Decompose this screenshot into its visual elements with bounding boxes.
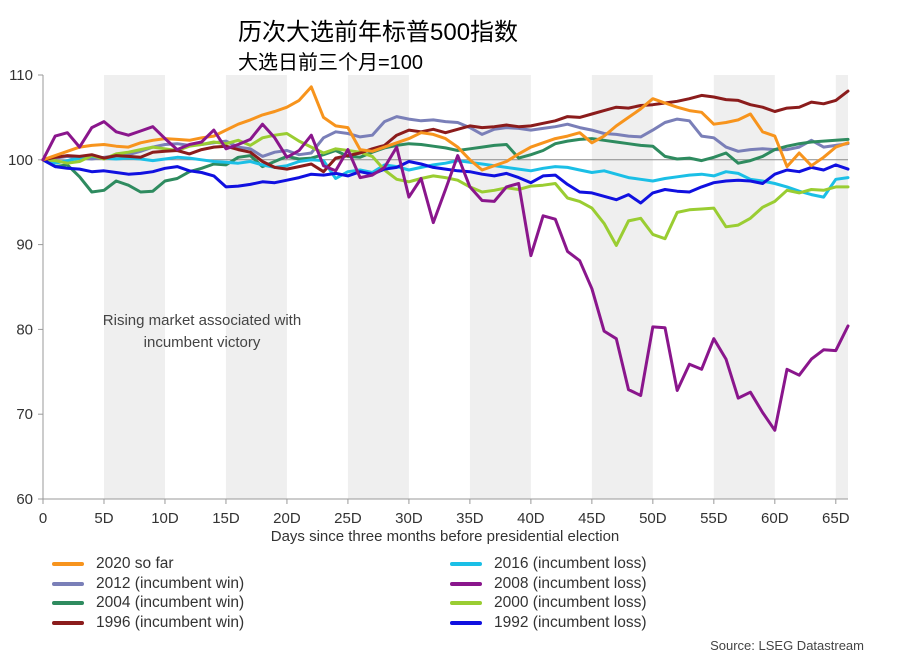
legend-swatch bbox=[450, 601, 482, 605]
x-tick-label: 50D bbox=[639, 510, 667, 527]
x-axis-label: Days since three months before president… bbox=[271, 528, 620, 545]
series-line-2004 bbox=[41, 137, 850, 194]
legend-swatch bbox=[450, 620, 482, 625]
x-tick-label: 65D bbox=[822, 510, 850, 527]
chart-subtitle: 大选日前三个月=100 bbox=[238, 52, 424, 74]
legend-item: 2000 (incumbent loss) bbox=[450, 594, 647, 612]
legend-swatch bbox=[52, 620, 84, 625]
shaded-band-5 bbox=[713, 75, 775, 499]
legend-label: 2000 (incumbent loss) bbox=[494, 594, 647, 611]
legend-item: 1992 (incumbent loss) bbox=[450, 614, 647, 632]
legend-swatch bbox=[450, 562, 482, 566]
legend-item: 2004 (incumbent win) bbox=[52, 594, 244, 612]
x-tick-label: 10D bbox=[151, 510, 179, 527]
legend-swatch bbox=[450, 581, 482, 586]
y-tick-label: 70 bbox=[16, 406, 33, 423]
x-tick-label: 35D bbox=[456, 510, 484, 527]
legend-swatch bbox=[52, 562, 84, 566]
x-tick-label: 45D bbox=[578, 510, 606, 527]
shaded-band-1 bbox=[225, 75, 287, 499]
series-line-2016 bbox=[41, 154, 850, 199]
legend-swatch bbox=[52, 601, 84, 605]
series-line-1992 bbox=[41, 158, 850, 205]
legend-item: 1996 (incumbent win) bbox=[52, 614, 244, 632]
y-tick-label: 110 bbox=[9, 67, 33, 84]
legend-item: 2016 (incumbent loss) bbox=[450, 555, 647, 573]
series-line-2012 bbox=[41, 115, 850, 162]
x-tick-label: 25D bbox=[334, 510, 362, 527]
legend-item: 2008 (incumbent loss) bbox=[450, 575, 647, 593]
series-line-2008 bbox=[41, 120, 850, 432]
y-tick-label: 100 bbox=[8, 152, 33, 169]
x-tick-label: 30D bbox=[395, 510, 423, 527]
legend-label: 2020 so far bbox=[96, 555, 174, 572]
chart-title: 历次大选前年标普500指数 bbox=[238, 19, 519, 46]
x-tick-label: 15D bbox=[212, 510, 240, 527]
legend-label: 1992 (incumbent loss) bbox=[494, 613, 647, 631]
legend-swatch bbox=[52, 581, 84, 586]
legend-label: 2012 (incumbent win) bbox=[96, 574, 245, 592]
x-tick-label: 60D bbox=[761, 510, 789, 527]
annotation-line-2: incumbent victory bbox=[144, 334, 261, 351]
shaded-band-2 bbox=[347, 75, 409, 499]
legend-label: 2004 (incumbent win) bbox=[96, 594, 245, 611]
series-line-2020 bbox=[41, 85, 850, 172]
source-note: Source: LSEG Datastream bbox=[710, 638, 864, 653]
x-tick-label: 20D bbox=[273, 510, 301, 527]
y-tick-label: 80 bbox=[16, 321, 33, 338]
x-tick-label: 0 bbox=[39, 510, 47, 527]
legend-label: 2008 (incumbent loss) bbox=[494, 574, 647, 592]
shaded-band-3 bbox=[469, 75, 531, 499]
legend-label: 1996 (incumbent win) bbox=[96, 613, 245, 631]
x-tick-label: 5D bbox=[94, 510, 113, 527]
legend-label: 2016 (incumbent loss) bbox=[494, 555, 647, 572]
shaded-band-6 bbox=[835, 75, 848, 499]
y-tick-label: 90 bbox=[16, 237, 33, 254]
y-tick-label: 60 bbox=[16, 491, 33, 508]
x-tick-label: 55D bbox=[700, 510, 728, 527]
annotation-line-1: Rising market associated with bbox=[103, 312, 301, 329]
x-tick-label: 40D bbox=[517, 510, 545, 527]
legend-item: 2020 so far bbox=[52, 555, 174, 573]
legend-item: 2012 (incumbent win) bbox=[52, 575, 244, 593]
